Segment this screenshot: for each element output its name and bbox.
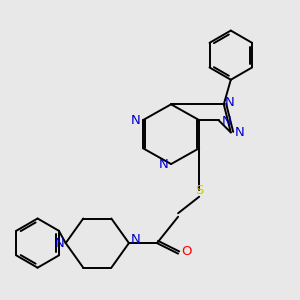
Text: N: N [130,114,140,127]
Text: N: N [221,116,231,128]
Text: N: N [158,158,168,171]
Text: N: N [235,126,244,139]
Text: O: O [182,245,192,258]
Text: S: S [195,184,203,197]
Text: N: N [225,96,235,109]
Text: N: N [130,233,140,246]
Text: N: N [55,237,64,250]
